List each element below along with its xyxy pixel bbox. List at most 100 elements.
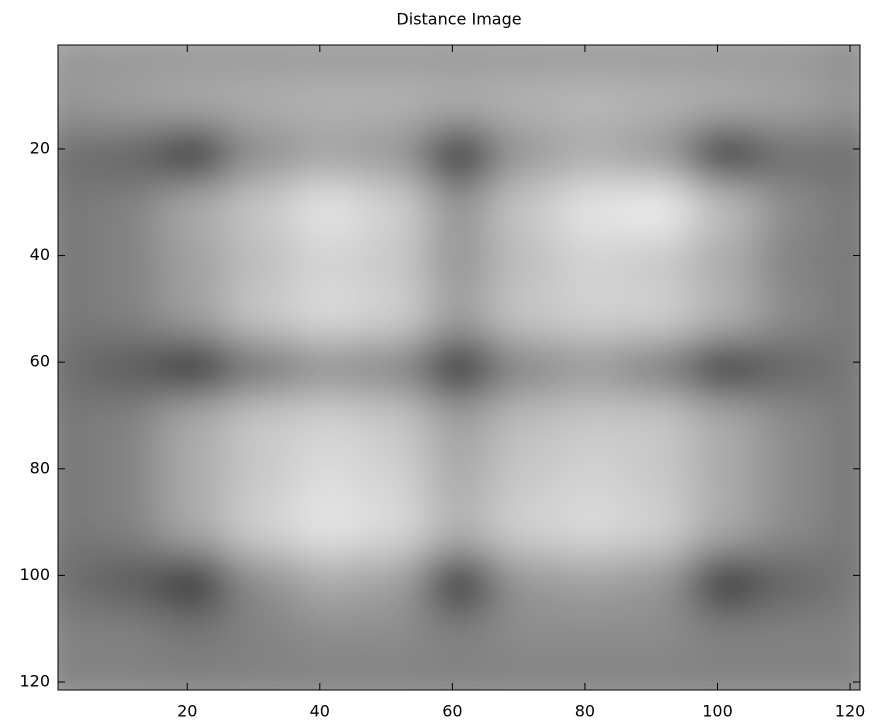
pixel — [492, 234, 559, 289]
pixel — [227, 287, 294, 342]
y-tick-label: 60 — [30, 352, 50, 371]
pixel — [690, 45, 758, 75]
pixel — [492, 74, 559, 129]
pixel — [624, 45, 692, 75]
pixel — [492, 287, 559, 342]
pixel — [823, 554, 860, 608]
pixel — [94, 45, 162, 75]
pixel — [425, 394, 493, 448]
pixel — [160, 340, 228, 395]
pixel — [293, 394, 361, 448]
pixel — [624, 234, 692, 289]
pixel — [690, 500, 758, 555]
pixel — [823, 447, 860, 502]
y-tick-label: 20 — [30, 138, 50, 157]
pixel — [624, 500, 692, 555]
pixel — [823, 234, 860, 289]
pixel — [94, 447, 162, 502]
pixel — [58, 607, 95, 662]
pixel — [160, 234, 228, 289]
pixel — [624, 447, 692, 502]
pixel — [823, 660, 860, 690]
pixel — [690, 127, 758, 182]
pixel — [492, 660, 559, 690]
pixel — [492, 500, 559, 555]
pixel — [690, 74, 758, 129]
pixel — [823, 607, 860, 662]
pixel — [823, 500, 860, 555]
pixel — [227, 660, 294, 690]
pixel — [227, 340, 294, 395]
pixel — [58, 287, 95, 342]
pixel — [558, 340, 626, 395]
pixel — [94, 287, 162, 342]
pixel — [94, 394, 162, 448]
pixel — [58, 447, 95, 502]
pixel — [293, 340, 361, 395]
pixel — [823, 394, 860, 448]
pixel — [94, 340, 162, 395]
pixel — [160, 45, 228, 75]
pixel — [558, 554, 626, 608]
pixel — [359, 234, 427, 289]
pixel — [757, 180, 825, 235]
pixel — [690, 447, 758, 502]
x-tick-label: 80 — [575, 702, 595, 721]
pixel — [293, 127, 361, 182]
pixel — [227, 607, 294, 662]
pixel — [94, 234, 162, 289]
pixel — [823, 127, 860, 182]
pixel — [359, 447, 427, 502]
pixel — [624, 180, 692, 235]
axes-box — [57, 44, 861, 691]
y-tick-label: 120 — [19, 672, 50, 691]
pixel — [359, 45, 427, 75]
pixel — [425, 607, 493, 662]
pixel — [558, 287, 626, 342]
pixel — [160, 180, 228, 235]
pixel — [690, 180, 758, 235]
pixel — [94, 180, 162, 235]
pixel — [160, 660, 228, 690]
pixel — [823, 45, 860, 75]
pixel — [359, 500, 427, 555]
pixel — [558, 447, 626, 502]
pixel — [160, 287, 228, 342]
pixel — [425, 340, 493, 395]
pixel — [757, 447, 825, 502]
x-tick-label: 40 — [310, 702, 330, 721]
pixel — [293, 607, 361, 662]
y-tick-label: 80 — [30, 458, 50, 477]
pixel — [425, 500, 493, 555]
pixel — [227, 180, 294, 235]
pixel — [624, 660, 692, 690]
pixel — [94, 554, 162, 608]
y-tick-label: 100 — [19, 565, 50, 584]
pixel — [690, 554, 758, 608]
pixel — [58, 74, 95, 129]
pixel — [823, 180, 860, 235]
pixel — [425, 180, 493, 235]
pixel — [293, 554, 361, 608]
pixel — [293, 660, 361, 690]
pixel — [359, 127, 427, 182]
pixel — [293, 500, 361, 555]
pixel — [624, 554, 692, 608]
pixel — [624, 287, 692, 342]
pixel — [160, 447, 228, 502]
pixel — [58, 45, 95, 75]
x-tick-label: 20 — [177, 702, 197, 721]
pixel — [160, 607, 228, 662]
pixel — [293, 287, 361, 342]
pixel — [293, 74, 361, 129]
pixel — [624, 127, 692, 182]
pixel — [227, 394, 294, 448]
x-tick-label: 100 — [702, 702, 733, 721]
pixel — [227, 74, 294, 129]
pixel — [58, 127, 95, 182]
pixel — [160, 74, 228, 129]
pixel — [227, 500, 294, 555]
pixel — [558, 180, 626, 235]
pixel — [558, 234, 626, 289]
